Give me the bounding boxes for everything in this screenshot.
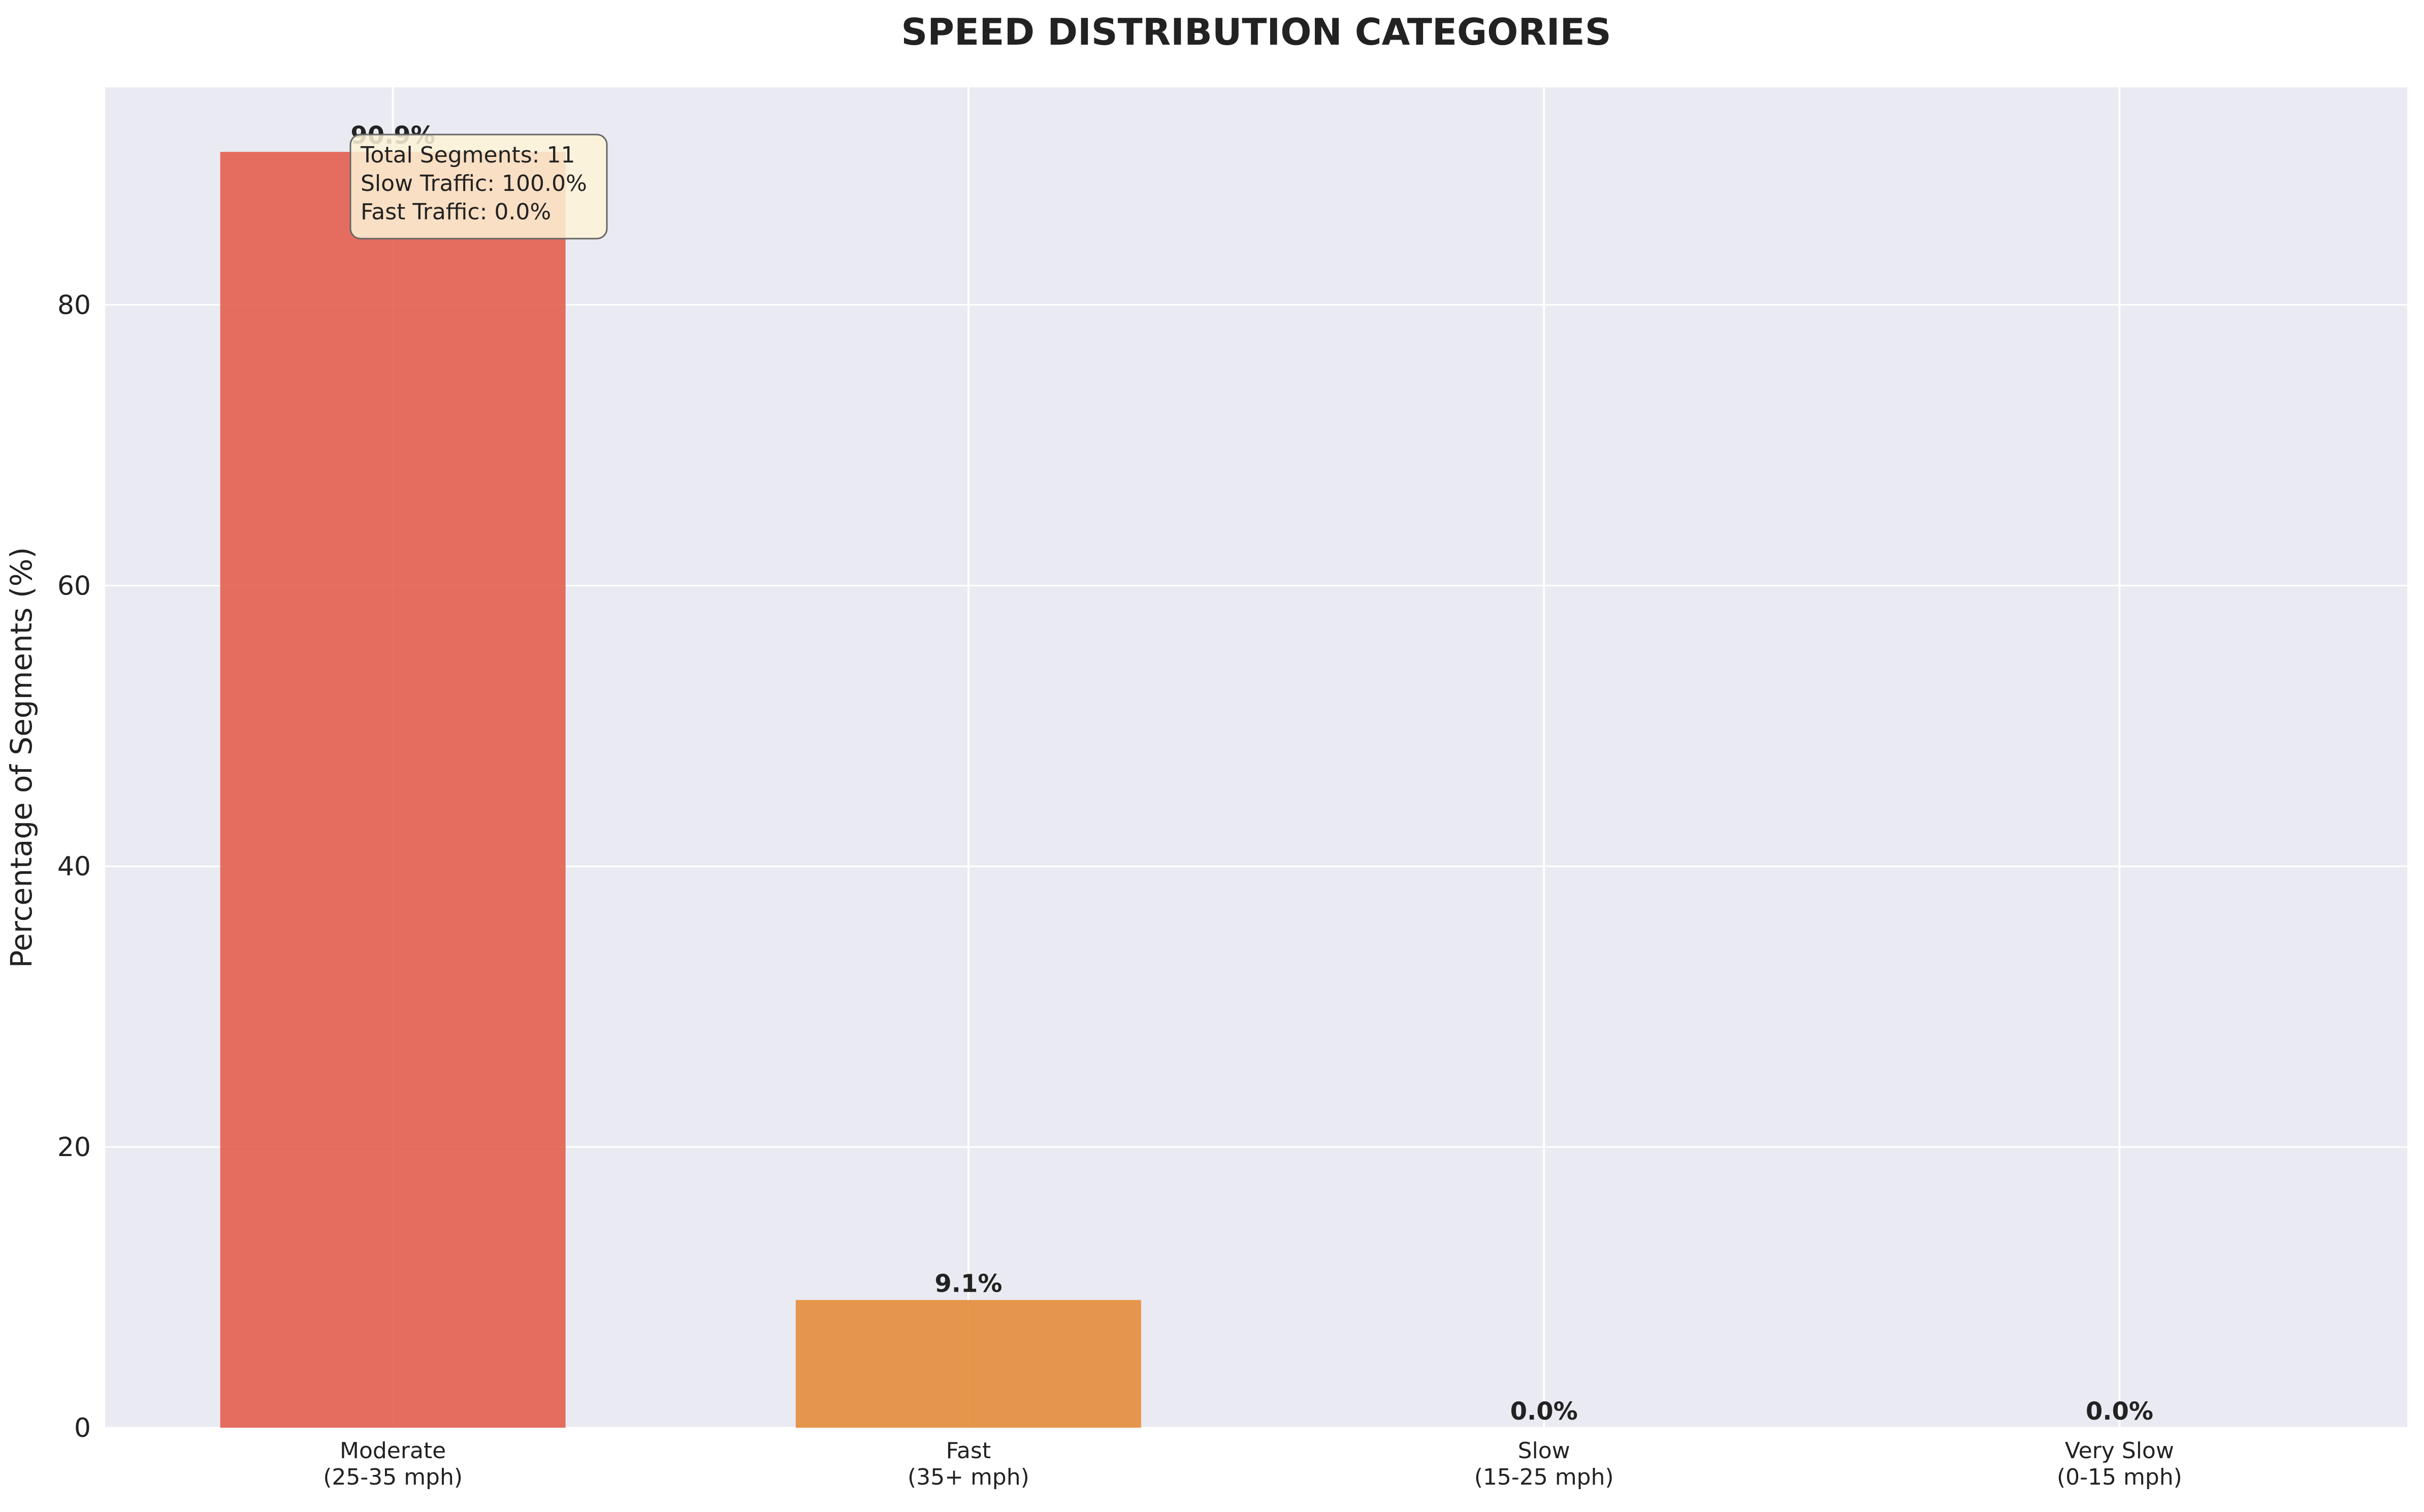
bar-value-label: 9.1% [934,1269,1002,1298]
y-tick-label: 20 [57,1132,91,1163]
bars [220,152,1141,1428]
x-tick-label: (15-25 mph) [1474,1464,1614,1490]
x-tick-label: (35+ mph) [908,1464,1029,1490]
y-axis-ticks: 0 20 40 60 80 [57,290,91,1443]
y-axis-label: Percentage of Segments (%) [4,547,39,968]
annotation-total-segments: Total Segments: 11 [360,142,575,168]
annotation-background [349,134,608,240]
y-tick-label: 40 [57,851,91,882]
y-tick-label: 80 [57,290,91,320]
x-tick-label: Very Slow [2065,1438,2174,1464]
annotation-fast-traffic: Fast Traffic: 0.0% [361,199,551,225]
x-tick-label: Fast [946,1438,991,1464]
annotation-slow-traffic: Slow Traffic: 100.0% [361,171,587,196]
x-tick-label: Moderate [340,1438,446,1464]
x-tick-label: (0-15 mph) [2057,1464,2182,1490]
y-tick-label: 0 [74,1413,91,1443]
y-tick-label: 60 [57,571,91,601]
bar-value-label: 0.0% [1510,1397,1578,1426]
chart-title: SPEED DISTRIBUTION CATEGORIES [901,11,1611,53]
summary-annotation: Total Segments: 11 Slow Traffic: 100.0% … [349,134,608,240]
bar [795,1300,1141,1428]
x-axis-ticks: Moderate(25-35 mph) Fast(35+ mph) Slow(15-… [323,1438,2182,1490]
x-tick-label: (25-35 mph) [323,1464,463,1490]
x-tick-label: Slow [1518,1438,1570,1464]
bar-value-label: 0.0% [2086,1397,2153,1426]
bar [220,152,566,1428]
